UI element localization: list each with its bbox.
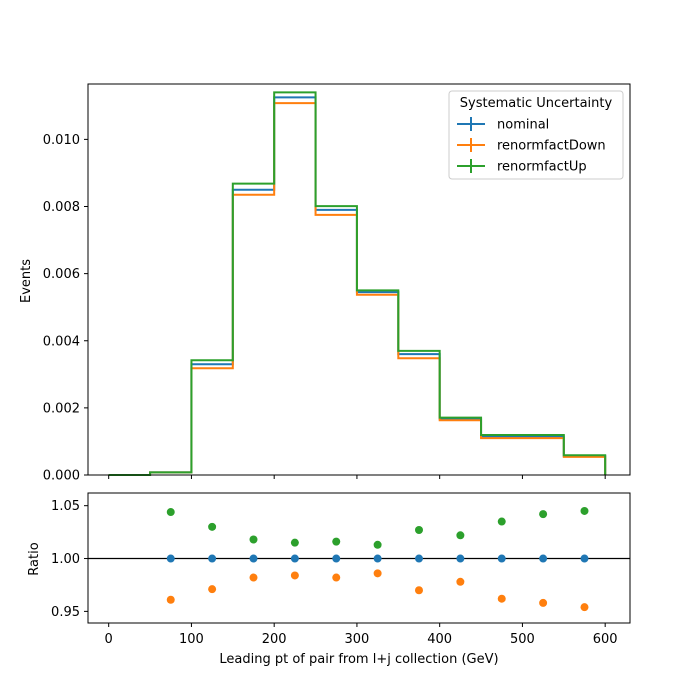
bottom-panel: 0 100 200 300 400 500 600 0.95 1.00 1.05 Ratio L… [27, 492, 631, 667]
ratio-point-renormfactdown-8 [497, 594, 506, 603]
ratio-point-renormfactup-7 [456, 531, 465, 540]
bottom-x-tick-label-500: 500 [510, 632, 535, 647]
top-y-tick-label-3: 0.006 [43, 267, 80, 282]
ratio-point-renormfactdown-2 [249, 573, 258, 582]
top-y-tick-label-2: 0.004 [43, 334, 80, 349]
ratio-point-nominal-0 [166, 554, 175, 563]
legend-entry-renormfactup: renormfactUp [457, 159, 587, 175]
top-y-tick-label-5: 0.010 [43, 133, 80, 148]
ratio-point-renormfactdown-5 [373, 569, 382, 578]
ratio-point-nominal-10 [580, 554, 589, 563]
ratio-point-renormfactup-8 [497, 517, 506, 526]
legend-label-nominal: nominal [497, 118, 549, 133]
top-y-tick-label-1: 0.002 [43, 401, 80, 416]
top-y-tick-label-0: 0.000 [43, 469, 80, 484]
top-y-tick-label-4: 0.008 [43, 200, 80, 215]
ratio-point-nominal-3 [290, 554, 299, 563]
ratio-point-renormfactdown-4 [332, 573, 341, 582]
bottom-series-group [88, 506, 630, 612]
bottom-yticks: 0.95 1.00 1.05 [51, 499, 88, 620]
step-line-renormfactup [108, 91, 607, 476]
top-yticks: 0.000 0.002 0.004 0.006 0.008 0.010 [43, 133, 88, 484]
ratio-point-renormfactdown-10 [580, 603, 589, 612]
ratio-point-renormfactdown-9 [539, 598, 548, 607]
ratio-series-renormfactup [166, 506, 589, 549]
ratio-point-nominal-6 [414, 554, 423, 563]
x-axis-label: Leading pt of pair from l+j collection (… [219, 652, 498, 667]
bottom-y-tick-label-1: 1.00 [51, 552, 80, 567]
ratio-series-nominal [166, 554, 589, 563]
legend: Systematic Uncertainty nominal renormfact… [448, 90, 624, 180]
top-y-axis-label: Events [19, 259, 34, 303]
ratio-point-renormfactup-3 [290, 538, 299, 547]
bottom-x-tick-label-0: 0 [105, 632, 113, 647]
top-axes-frame [87, 83, 631, 476]
ratio-point-renormfactup-10 [580, 506, 589, 515]
ratio-point-renormfactup-6 [414, 525, 423, 534]
ratio-point-nominal-5 [373, 554, 382, 563]
bottom-axes-frame [87, 492, 631, 624]
bottom-x-tick-label-100: 100 [179, 632, 204, 647]
ratio-point-renormfactdown-6 [414, 586, 423, 595]
ratio-point-nominal-8 [497, 554, 506, 563]
top-series-group [108, 91, 607, 476]
ratio-point-renormfactdown-0 [166, 595, 175, 604]
ratio-point-nominal-9 [539, 554, 548, 563]
bottom-x-tick-label-400: 400 [427, 632, 452, 647]
legend-title: Systematic Uncertainty [460, 96, 613, 111]
ratio-point-nominal-4 [332, 554, 341, 563]
ratio-point-nominal-1 [208, 554, 217, 563]
ratio-point-nominal-7 [456, 554, 465, 563]
ratio-point-renormfactup-0 [166, 508, 175, 517]
legend-label-renormfactdown: renormfactDown [497, 139, 606, 154]
ratio-point-renormfactup-9 [539, 510, 548, 519]
ratio-point-renormfactdown-1 [208, 585, 217, 594]
bottom-x-tick-label-200: 200 [262, 632, 287, 647]
step-series-renormfactup [108, 91, 607, 476]
legend-entry-nominal: nominal [457, 117, 549, 133]
bottom-y-axis-label: Ratio [27, 542, 42, 575]
legend-label-renormfactup: renormfactUp [497, 160, 587, 175]
legend-entry-renormfactdown: renormfactDown [457, 138, 606, 154]
bottom-y-tick-label-2: 1.05 [51, 499, 80, 514]
bottom-xticks: 0 100 200 300 400 500 600 [105, 623, 618, 647]
ratio-point-renormfactup-2 [249, 535, 258, 544]
legend-box [448, 90, 624, 180]
bottom-x-tick-label-600: 600 [593, 632, 618, 647]
ratio-point-renormfactdown-7 [456, 577, 465, 586]
ratio-point-renormfactup-4 [332, 537, 341, 546]
ratio-series-renormfactdown [166, 569, 589, 612]
legend-entries: nominal renormfactDown renormfactUp [457, 117, 606, 175]
ratio-point-renormfactup-5 [373, 540, 382, 549]
top-xticks [108, 475, 606, 479]
ratio-point-nominal-2 [249, 554, 258, 563]
top-panel: 0.000 0.002 0.004 0.006 0.008 0.010 Events Sy… [19, 83, 631, 484]
bottom-y-tick-label-0: 0.95 [51, 605, 80, 620]
ratio-point-renormfactup-1 [208, 522, 217, 531]
bottom-x-tick-label-300: 300 [345, 632, 370, 647]
ratio-point-renormfactdown-3 [290, 571, 299, 580]
